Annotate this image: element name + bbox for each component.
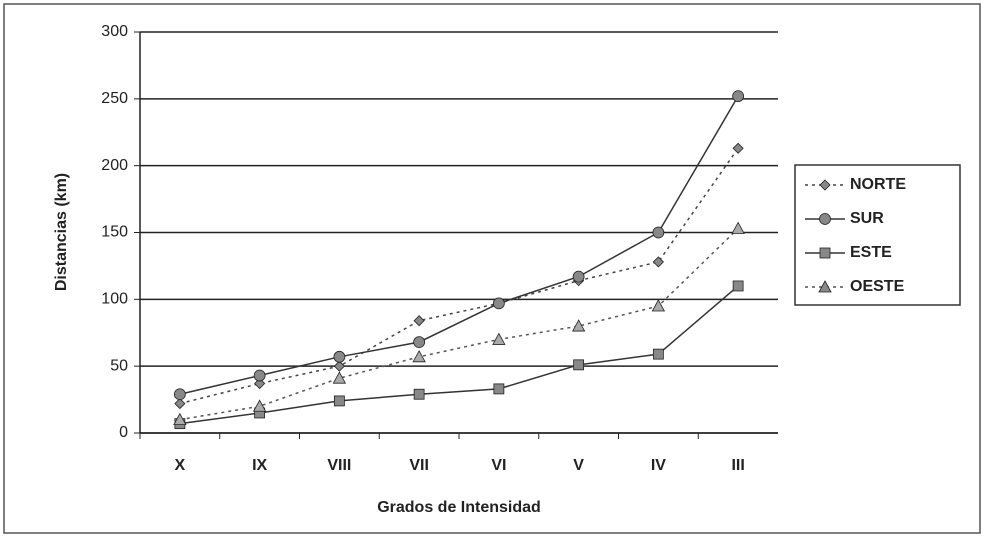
y-tick-label: 300: [101, 23, 128, 40]
legend-label: OESTE: [850, 278, 905, 295]
series-line: [179, 147, 739, 405]
y-tick-label: 250: [101, 90, 128, 107]
data-point: [651, 299, 666, 312]
data-point: [493, 383, 505, 395]
legend-label: NORTE: [850, 176, 906, 193]
y-tick-label: 50: [110, 357, 128, 374]
x-tick-label: VIII: [327, 457, 351, 474]
data-point: [652, 256, 664, 268]
y-tick-label: 200: [101, 157, 128, 174]
data-point: [173, 412, 187, 426]
data-point: [174, 398, 186, 410]
data-point: [571, 319, 586, 332]
x-axis-label: Grados de Intensidad: [377, 499, 541, 516]
data-point: [652, 226, 665, 239]
data-point: [333, 350, 346, 363]
data-point: [732, 142, 744, 154]
data-point: [254, 377, 266, 390]
data-point: [732, 90, 745, 103]
y-axis-label: Distancias (km): [53, 173, 70, 291]
data-point: [332, 371, 347, 384]
x-tick-label: X: [175, 457, 186, 474]
data-point: [333, 395, 345, 407]
data-point: [652, 348, 664, 360]
series-line: [179, 227, 739, 421]
data-point: [731, 221, 745, 234]
x-tick-label: V: [573, 457, 584, 474]
data-point: [253, 369, 266, 382]
x-tick-label: VII: [409, 457, 429, 474]
data-point: [492, 297, 505, 310]
legend-marker: [818, 280, 832, 293]
frame: [3, 3, 981, 534]
data-point: [573, 359, 585, 371]
y-tick-label: 0: [119, 424, 128, 441]
legend-marker: [819, 247, 831, 259]
data-point: [732, 280, 744, 292]
data-point: [413, 388, 425, 400]
series-line: [179, 95, 739, 395]
legend-marker: [819, 213, 831, 225]
legend-marker: [819, 179, 831, 191]
legend-label: SUR: [850, 210, 884, 227]
data-point: [413, 336, 426, 349]
x-tick-label: III: [731, 457, 744, 474]
data-point: [252, 399, 267, 412]
y-tick-label: 150: [101, 224, 128, 241]
series-line: [179, 285, 739, 425]
data-point: [173, 388, 186, 401]
data-point: [492, 332, 506, 345]
data-point: [572, 270, 585, 283]
legend-label: ESTE: [850, 244, 892, 261]
x-tick-label: IV: [651, 457, 666, 474]
data-point: [413, 315, 425, 327]
y-tick-label: 100: [101, 291, 128, 308]
data-point: [412, 349, 426, 363]
data-point: [333, 360, 345, 372]
x-tick-label: IX: [252, 457, 267, 474]
legend-box: [794, 164, 961, 306]
x-tick-label: VI: [491, 457, 506, 474]
